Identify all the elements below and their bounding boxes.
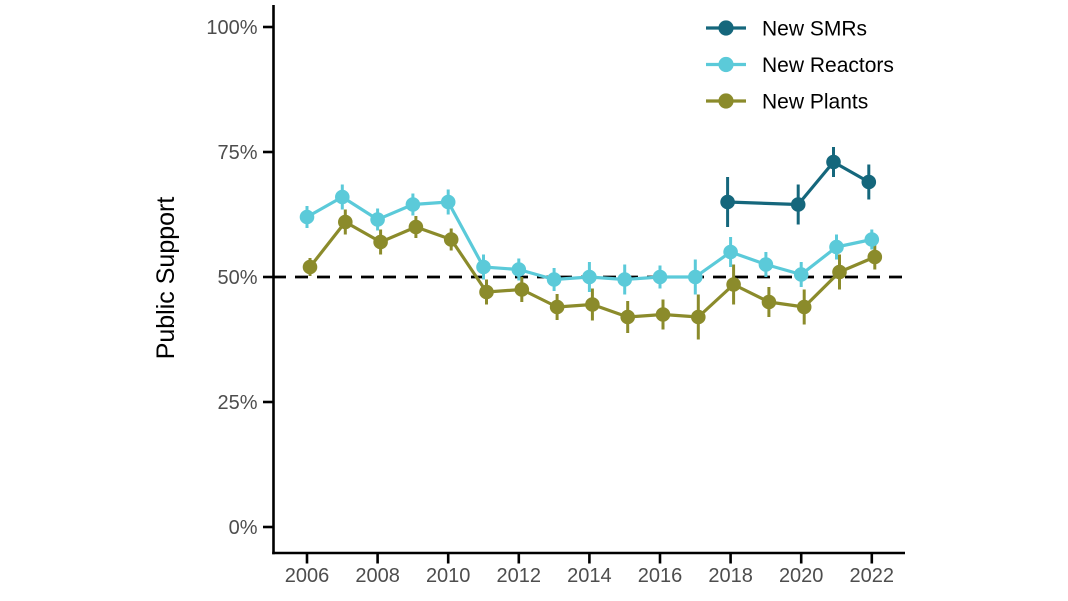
y-tick-label-75: 75% (217, 142, 257, 164)
data-point-new-plants-2014 (585, 297, 600, 312)
x-tick-label-2018: 2018 (708, 565, 753, 587)
data-point-new-reactors-2015 (617, 272, 632, 287)
data-point-new-reactors-2016 (652, 269, 668, 285)
y-tick-label-100: 100% (206, 17, 257, 39)
data-point-new-plants-2006 (302, 259, 318, 275)
series-new-plants (302, 209, 883, 340)
legend-label-new-plants: New Plants (762, 91, 868, 114)
y-axis-title: Public Support (152, 197, 180, 360)
x-tick-label-2010: 2010 (426, 565, 471, 587)
legend-item-new-reactors: New Reactors (706, 54, 894, 77)
data-point-new-reactors-2022 (864, 232, 880, 247)
data-point-new-plants-2011 (479, 284, 494, 300)
data-point-new-plants-2013 (549, 299, 565, 315)
legend-label-new-smrs: New SMRs (762, 18, 867, 41)
x-tick-label-2022: 2022 (850, 565, 895, 587)
y-tick-label-25: 25% (217, 392, 257, 414)
tick-label-layer: 0% 25% 50% 75% 100% 2006 2008 2010 2012 2014 2016 2… (206, 17, 894, 587)
data-point-new-plants-2015 (620, 309, 635, 325)
data-point-new-reactors-2013 (546, 272, 562, 287)
data-point-new-plants-2021 (832, 264, 847, 280)
y-tick-label-0: 0% (229, 517, 258, 539)
data-point-new-reactors-2010 (440, 194, 456, 210)
data-point-new-plants-2017 (691, 309, 706, 325)
data-point-new-plants-2012 (514, 282, 530, 297)
data-point-new-reactors-2011 (476, 259, 491, 275)
data-point-new-reactors-2007 (335, 189, 350, 205)
data-point-new-plants-2022 (867, 249, 883, 265)
x-tick-label-2020: 2020 (779, 565, 824, 587)
data-point-new-reactors-2009 (405, 197, 421, 212)
x-tick-label-2014: 2014 (567, 565, 612, 587)
x-tick-label-2016: 2016 (638, 565, 683, 587)
data-point-new-reactors-2017 (688, 269, 703, 285)
data-point-new-plants-2019 (761, 294, 777, 310)
data-point-new-plants-2008 (373, 234, 388, 250)
legend: New SMRs New Reactors New Plants (706, 18, 894, 114)
legend-key-point-icon (718, 20, 734, 36)
series-new-reactors (299, 184, 880, 295)
legend-item-new-smrs: New SMRs (706, 18, 867, 41)
data-point-new-plants-2009 (408, 219, 424, 235)
x-tick-label-2012: 2012 (497, 565, 542, 587)
data-point-new-reactors-2014 (582, 269, 597, 285)
y-tick-label-50: 50% (217, 267, 257, 289)
axes-layer (263, 5, 905, 564)
series-line-new-smrs (727, 160, 870, 207)
data-point-new-reactors-2008 (370, 212, 385, 227)
legend-label-new-reactors: New Reactors (762, 54, 894, 77)
data-point-new-plants-2007 (338, 214, 353, 230)
legend-item-new-plants: New Plants (706, 91, 868, 114)
data-point-new-smrs-2018 (720, 194, 735, 210)
data-point-new-plants-2016 (655, 307, 671, 322)
data-point-new-reactors-2006 (299, 209, 315, 225)
data-point-new-plants-2018 (726, 277, 741, 292)
series-new-smrs (720, 147, 877, 227)
x-tick-label-2006: 2006 (285, 565, 330, 587)
data-point-new-reactors-2018 (723, 244, 738, 260)
data-point-new-plants-2010 (443, 232, 459, 247)
data-point-new-reactors-2012 (511, 262, 527, 277)
legend-key-point-icon (718, 56, 734, 73)
data-point-new-plants-2020 (796, 299, 812, 315)
legend-key-point-icon (718, 93, 734, 109)
data-point-new-reactors-2021 (829, 239, 844, 255)
data-point-new-reactors-2020 (793, 267, 809, 282)
data-point-new-reactors-2019 (758, 257, 774, 272)
data-point-new-smrs-2020 (790, 197, 806, 212)
x-tick-label-2008: 2008 (355, 565, 400, 587)
series-layer (299, 147, 883, 340)
data-point-new-smrs-2022 (861, 174, 877, 190)
data-point-new-smrs-2021 (826, 154, 841, 170)
